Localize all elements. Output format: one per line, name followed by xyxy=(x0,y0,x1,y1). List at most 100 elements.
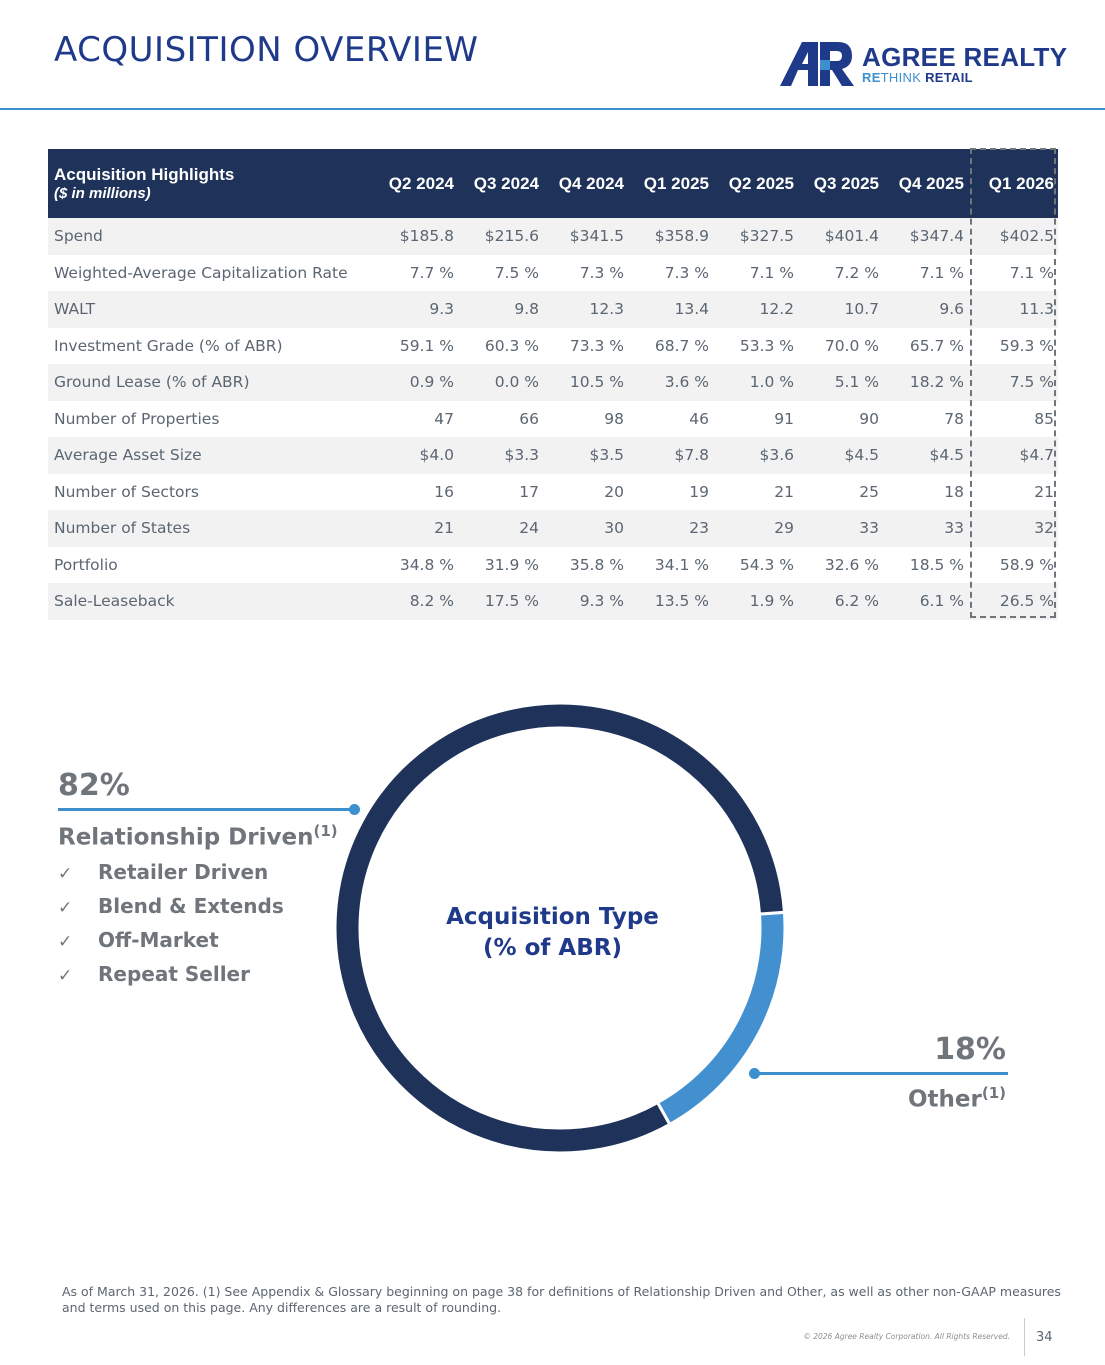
donut-slice-relationship-driven xyxy=(333,701,787,1155)
table-cell: 7.5 % xyxy=(494,263,539,282)
footer-divider xyxy=(1024,1318,1025,1356)
table-cell: 18 xyxy=(944,482,964,501)
list-item: ✓ Repeat Seller xyxy=(58,960,284,994)
table-cell: 9.3 xyxy=(429,300,454,319)
table-cell: 7.1 % xyxy=(1009,263,1054,282)
copyright-notice: © 2026 Agree Realty Corporation. All Rig… xyxy=(803,1332,1010,1341)
column-header: Q1 2026 xyxy=(988,173,1054,193)
row-label: WALT xyxy=(54,300,96,319)
row-label: Number of States xyxy=(54,519,191,538)
table-cell: 6.2 % xyxy=(834,592,879,611)
table-cell: 26.5 % xyxy=(999,592,1054,611)
table-cell: 16 xyxy=(434,482,454,501)
column-header: Q2 2024 xyxy=(388,173,454,193)
table-cell: 65.7 % xyxy=(909,336,964,355)
table-cell: 7.5 % xyxy=(1009,373,1054,392)
acquisition-type-donut-chart xyxy=(333,701,787,1155)
table-cell: 23 xyxy=(689,519,709,538)
table-cell: 21 xyxy=(434,519,454,538)
table-cell: $7.8 xyxy=(674,446,709,465)
table-row: WALT 9.3 9.8 12.3 13.4 12.2 10.7 9.6 11.3 xyxy=(48,291,1058,328)
table-cell: 73.3 % xyxy=(569,336,624,355)
other-leader-line xyxy=(756,1072,1008,1075)
table-cell: 18.2 % xyxy=(909,373,964,392)
other-percent: 18% xyxy=(934,1032,1006,1067)
checkmark-icon: ✓ xyxy=(58,932,73,952)
table-cell: 98 xyxy=(604,409,624,428)
table-cell: 9.8 xyxy=(514,300,539,319)
row-label: Ground Lease (% of ABR) xyxy=(54,373,250,392)
table-cell: 66 xyxy=(519,409,539,428)
logo-tagline: RETHINK RETAIL xyxy=(862,70,973,85)
table-cell: 17.5 % xyxy=(484,592,539,611)
table-cell: 32 xyxy=(1034,519,1054,538)
table-row: Number of Properties 47 66 98 46 91 90 78 85 xyxy=(48,400,1058,437)
table-cell: 7.1 % xyxy=(919,263,964,282)
table-cell: 0.9 % xyxy=(409,373,454,392)
row-label: Portfolio xyxy=(54,555,118,574)
table-body: Spend $185.8 $215.6 $341.5 $358.9 $327.5 $401.… xyxy=(48,218,1058,620)
checkmark-icon: ✓ xyxy=(58,966,73,986)
table-cell: 85 xyxy=(1034,409,1054,428)
header-divider xyxy=(0,108,1105,110)
table-cell: 53.3 % xyxy=(739,336,794,355)
table-cell: 78 xyxy=(944,409,964,428)
table-cell: 58.9 % xyxy=(999,555,1054,574)
table-cell: 68.7 % xyxy=(654,336,709,355)
table-cell: 21 xyxy=(1034,482,1054,501)
column-header: Q1 2025 xyxy=(643,173,709,193)
agree-logo-mark-icon xyxy=(780,42,854,86)
table-row: Average Asset Size $4.0 $3.3 $3.5 $7.8 $3.6 $4… xyxy=(48,437,1058,474)
table-row: Weighted-Average Capitalization Rate 7.7 … xyxy=(48,254,1058,291)
table-cell: 33 xyxy=(859,519,879,538)
table-cell: 0.0 % xyxy=(494,373,539,392)
table-header-row: Acquisition Highlights ($ in millions) Q… xyxy=(48,149,1058,218)
column-header: Q3 2025 xyxy=(813,173,879,193)
table-cell: 20 xyxy=(604,482,624,501)
logo-wordmark: AGREE REALTY xyxy=(862,42,1068,72)
table-cell: 9.6 xyxy=(939,300,964,319)
table-cell: 54.3 % xyxy=(739,555,794,574)
table-cell: 5.1 % xyxy=(834,373,879,392)
table-cell: $3.6 xyxy=(759,446,794,465)
table-cell: $347.4 xyxy=(909,227,964,246)
table-cell: 8.2 % xyxy=(409,592,454,611)
table-cell: 1.0 % xyxy=(749,373,794,392)
table-cell: $4.5 xyxy=(929,446,964,465)
table-cell: 25 xyxy=(859,482,879,501)
page-title: ACQUISITION OVERVIEW xyxy=(54,30,479,70)
checkmark-icon: ✓ xyxy=(58,864,73,884)
table-cell: 32.6 % xyxy=(824,555,879,574)
company-logo: AGREE REALTY RETHINK RETAIL xyxy=(780,38,1070,88)
list-item: ✓ Blend & Extends xyxy=(58,892,284,926)
row-label: Number of Properties xyxy=(54,409,220,428)
table-header-units: ($ in millions) xyxy=(54,185,151,202)
table-cell: 34.1 % xyxy=(654,555,709,574)
column-header: Q2 2025 xyxy=(728,173,794,193)
table-cell: $185.8 xyxy=(399,227,454,246)
table-cell: 31.9 % xyxy=(484,555,539,574)
column-header: Q4 2025 xyxy=(898,173,964,193)
table-cell: 10.5 % xyxy=(569,373,624,392)
table-header-label: Acquisition Highlights ($ in millions) xyxy=(48,149,378,218)
table-cell: $215.6 xyxy=(484,227,539,246)
row-label: Investment Grade (% of ABR) xyxy=(54,336,283,355)
table-cell: 12.3 xyxy=(589,300,624,319)
table-cell: $3.5 xyxy=(589,446,624,465)
relationship-leader-dot xyxy=(349,804,360,815)
table-cell: 70.0 % xyxy=(824,336,879,355)
table-row: Number of States 21 24 30 23 29 33 33 32 xyxy=(48,510,1058,547)
chart-subtitle: (% of ABR) xyxy=(483,935,622,961)
table-cell: 3.6 % xyxy=(664,373,709,392)
acquisition-highlights-table: Acquisition Highlights ($ in millions) Q… xyxy=(48,149,1058,620)
table-row: Investment Grade (% of ABR) 59.1 % 60.3 % 7… xyxy=(48,327,1058,364)
table-cell: 19 xyxy=(689,482,709,501)
table-header-title: Acquisition Highlights xyxy=(54,165,235,184)
table-cell: 91 xyxy=(774,409,794,428)
row-label: Number of Sectors xyxy=(54,482,199,501)
table-cell: 46 xyxy=(689,409,709,428)
table-cell: 47 xyxy=(434,409,454,428)
chart-title: Acquisition Type xyxy=(446,904,659,930)
table-cell: 24 xyxy=(519,519,539,538)
table-cell: 59.3 % xyxy=(999,336,1054,355)
